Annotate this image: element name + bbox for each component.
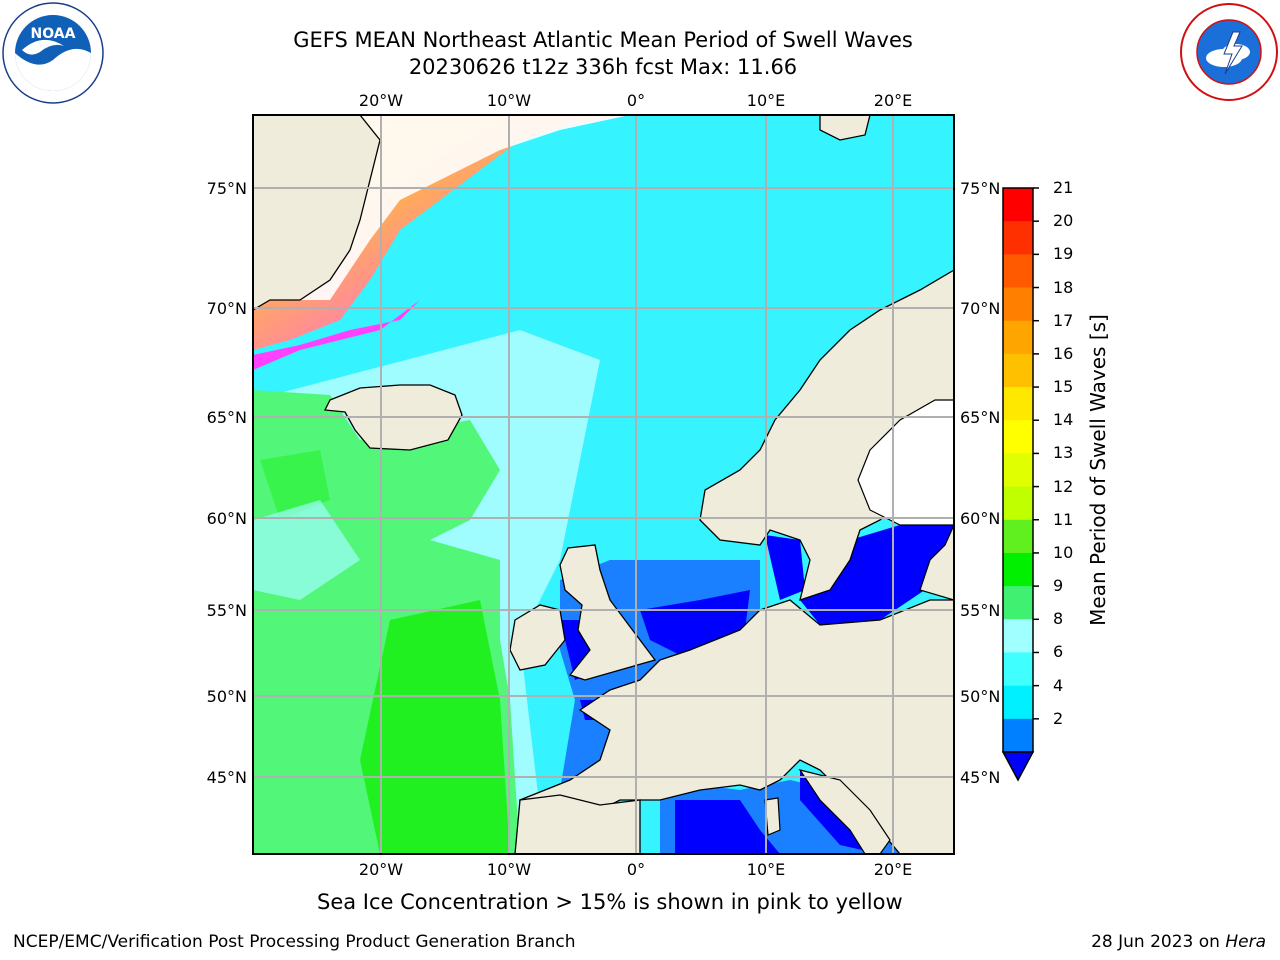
map-frame <box>252 114 955 855</box>
lon-label-top: 20°W <box>359 91 403 110</box>
colorbar-band <box>1003 486 1033 521</box>
lat-label-left: 50°N <box>207 687 247 706</box>
colorbar-band <box>1003 586 1033 620</box>
lat-label-left: 65°N <box>207 408 247 427</box>
colorbar-tick-label: 15 <box>1053 377 1074 397</box>
colorbar-tick-label: 8 <box>1053 609 1064 629</box>
colorbar-tick-label: 9 <box>1053 576 1064 596</box>
noaa-logo-text: NOAA <box>31 26 76 42</box>
colorbar-tick-label: 14 <box>1053 410 1074 430</box>
footer-date: 28 Jun 2023 on Hera <box>1091 932 1266 952</box>
colorbar-band <box>1003 619 1033 653</box>
lon-label-bottom: 10°W <box>487 860 531 879</box>
colorbar-extend-arrow <box>1001 751 1035 782</box>
lon-label-bottom: 10°E <box>747 860 785 879</box>
land-iberia <box>514 794 641 854</box>
lat-label-right: 75°N <box>960 179 1000 198</box>
colorbar-band <box>1003 353 1033 388</box>
lat-label-right: 55°N <box>960 601 1000 620</box>
footer-credit: NCEP/EMC/Verification Post Processing Pr… <box>13 932 576 952</box>
land-italy <box>798 769 891 854</box>
lat-label-right: 65°N <box>960 408 1000 427</box>
lat-label-right: 45°N <box>960 768 1000 787</box>
sea-ice-note: Sea Ice Concentration > 15% is shown in … <box>317 890 903 914</box>
colorbar-band <box>1003 320 1033 355</box>
lat-label-left: 75°N <box>207 179 247 198</box>
lon-label-top: 0° <box>627 91 645 110</box>
lon-label-bottom: 20°W <box>359 860 403 879</box>
colorbar-tick-label: 19 <box>1053 244 1074 264</box>
lon-label-top: 10°E <box>747 91 785 110</box>
colorbar-frame <box>1002 187 1034 753</box>
colorbar-title: Mean Period of Swell Waves [s] <box>1086 314 1110 626</box>
colorbar <box>1003 187 1039 753</box>
footer-host: Hera <box>1225 932 1266 952</box>
ocean-brightgreen-region <box>360 600 510 854</box>
lat-label-left: 70°N <box>207 299 247 318</box>
colorbar-band <box>1003 420 1033 454</box>
colorbar-tick-label: 20 <box>1053 211 1074 231</box>
colorbar-band <box>1003 685 1033 720</box>
lat-label-right: 60°N <box>960 509 1000 528</box>
colorbar-tick-label: 18 <box>1053 277 1074 297</box>
lat-label-left: 45°N <box>207 768 247 787</box>
colorbar-band <box>1003 188 1033 222</box>
colorbar-band <box>1003 453 1033 488</box>
lon-label-top: 20°E <box>874 91 912 110</box>
lon-label-bottom: 0° <box>627 860 645 879</box>
colorbar-tick-label: 13 <box>1053 443 1074 463</box>
map-area <box>253 115 954 854</box>
noaa-logo-icon: NOAA <box>2 2 104 104</box>
land-svalbard <box>819 115 871 141</box>
gulf-of-bothnia <box>857 399 954 526</box>
colorbar-tick-label: 12 <box>1053 476 1074 496</box>
nws-logo-icon <box>1180 3 1278 101</box>
colorbar-tick-label: 10 <box>1053 542 1074 562</box>
colorbar-band <box>1003 519 1033 554</box>
land-greenland <box>253 115 381 311</box>
colorbar-band <box>1003 221 1033 255</box>
map-gridlines <box>253 115 954 854</box>
lon-label-bottom: 20°E <box>874 860 912 879</box>
lat-label-left: 60°N <box>207 509 247 528</box>
colorbar-band <box>1003 387 1033 421</box>
colorbar-tick-label: 21 <box>1053 178 1074 197</box>
lon-label-top: 10°W <box>487 91 531 110</box>
lat-label-right: 70°N <box>960 299 1000 318</box>
colorbar-band <box>1003 718 1033 753</box>
chart-subtitle: 20230626 t12z 336h fcst Max: 11.66 <box>408 55 798 79</box>
colorbar-band <box>1003 254 1033 289</box>
colorbar-tick-label: 6 <box>1053 642 1064 662</box>
lat-label-right: 50°N <box>960 687 1000 706</box>
chart-title: GEFS MEAN Northeast Atlantic Mean Period… <box>293 28 913 52</box>
colorbar-band <box>1003 287 1033 322</box>
colorbar-tick-label: 2 <box>1053 708 1064 728</box>
colorbar-band <box>1003 652 1033 687</box>
deep-blue-region <box>640 590 750 660</box>
lat-label-left: 55°N <box>207 601 247 620</box>
land-great-britain <box>559 544 657 681</box>
land-ireland <box>509 604 566 671</box>
colorbar-band <box>1003 552 1033 587</box>
colorbar-tick-label: 17 <box>1053 310 1074 330</box>
colorbar-tick-label: 11 <box>1053 509 1074 529</box>
footer-date-text: 28 Jun 2023 on <box>1091 932 1226 952</box>
colorbar-tick-label: 16 <box>1053 343 1074 363</box>
colorbar-tick-label: 4 <box>1053 675 1064 695</box>
